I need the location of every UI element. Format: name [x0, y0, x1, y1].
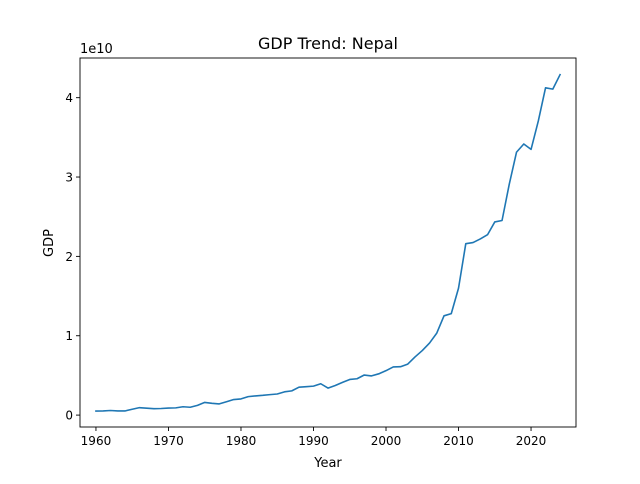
y-tick-label: 0	[65, 409, 73, 423]
plot-area: 1960 1970 1980 1990 2000 2010 2020 0 1 2 3 4	[65, 57, 577, 448]
x-tick-label: 1960	[81, 434, 112, 448]
chart-title: GDP Trend: Nepal	[258, 34, 398, 53]
y-tick-label: 3	[65, 171, 73, 185]
x-tick-label: 2000	[371, 434, 402, 448]
x-tick-label: 1970	[153, 434, 184, 448]
x-tick-label: 2010	[443, 434, 474, 448]
plot-frame	[79, 57, 577, 428]
x-tick-label: 1980	[226, 434, 257, 448]
y-axis-label: GDP	[42, 229, 57, 257]
y-tick-label: 1	[65, 329, 73, 343]
x-axis-label: Year	[313, 456, 342, 471]
y-axis-offset-label: 1e10	[80, 42, 113, 57]
x-tick-label: 1990	[298, 434, 329, 448]
series-line-0	[95, 73, 562, 412]
x-tick-label: 2020	[516, 434, 547, 448]
y-tick-label: 2	[65, 250, 73, 264]
y-tick-label: 4	[65, 91, 73, 105]
